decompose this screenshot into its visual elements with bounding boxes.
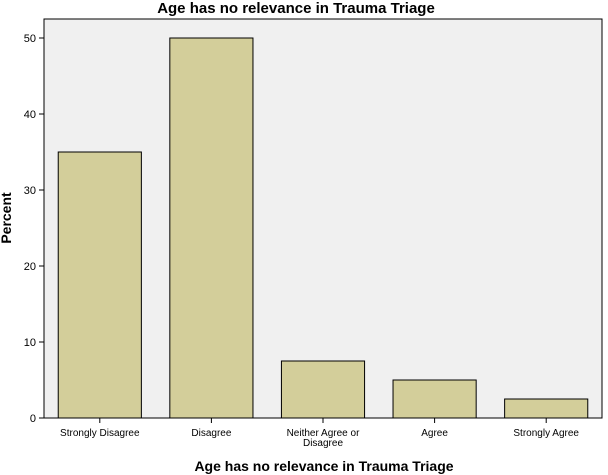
x-category-label: Neither Agree or Disagree xyxy=(287,428,360,449)
chart-title: Age has no relevance in Trauma Triage xyxy=(157,0,435,17)
bar xyxy=(57,151,142,419)
bars-group xyxy=(57,37,589,419)
y-tick-label: 40 xyxy=(24,109,36,121)
y-tick-label: 10 xyxy=(24,337,36,349)
y-axis: 0 10 20 30 40 50 xyxy=(24,33,44,425)
x-category-label: Strongly Disagree xyxy=(60,428,140,439)
bar xyxy=(280,360,366,419)
y-tick-label: 50 xyxy=(24,33,36,45)
x-category-label: Disagree xyxy=(191,428,231,439)
y-tick-label: 20 xyxy=(24,261,36,273)
y-tick-label: 0 xyxy=(30,413,36,425)
y-axis-title: Percent xyxy=(0,192,14,244)
bar xyxy=(169,37,254,419)
x-axis: Strongly Disagree Disagree Neither Agree o… xyxy=(60,418,579,449)
bar xyxy=(392,379,477,419)
x-category-label: Agree xyxy=(421,428,448,439)
x-category-label: Strongly Agree xyxy=(513,428,579,439)
bar xyxy=(504,398,589,419)
x-axis-title: Age has no relevance in Trauma Triage xyxy=(194,458,453,474)
y-tick-label: 30 xyxy=(24,185,36,197)
